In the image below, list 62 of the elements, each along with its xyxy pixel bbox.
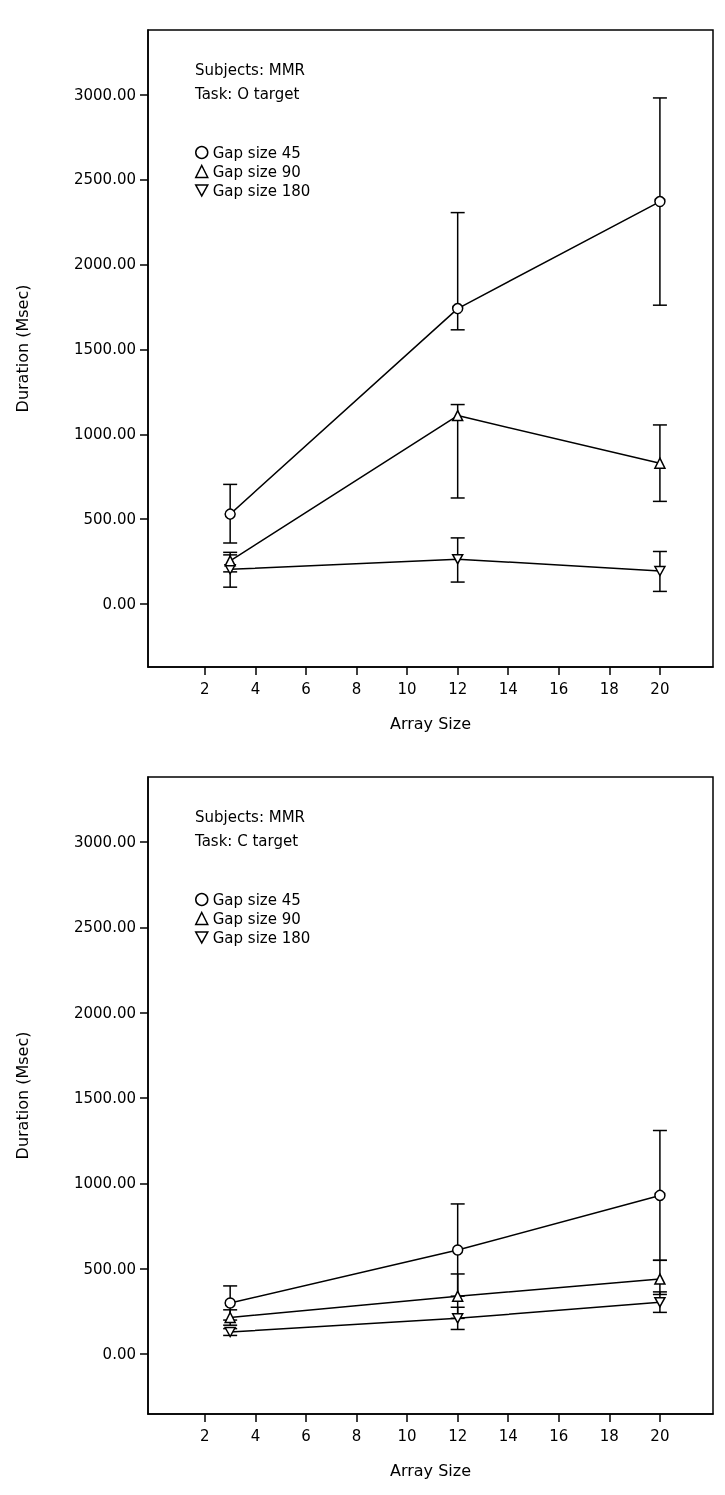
y-tick-label: 500.00 xyxy=(83,1259,136,1278)
x-axis-title: Array Size xyxy=(389,1460,472,1480)
point xyxy=(451,1244,464,1256)
point xyxy=(654,1189,666,1202)
x-tick-label: 8 xyxy=(351,1426,362,1445)
x-tick-label: 16 xyxy=(549,1426,569,1445)
legend-label: Gap size 90 xyxy=(212,909,301,928)
y-tick-label: 2500.00 xyxy=(73,918,136,937)
point xyxy=(654,195,666,208)
point xyxy=(451,302,464,315)
x-tick-label: 14 xyxy=(498,1426,518,1445)
x-tick-label: 12 xyxy=(448,1426,468,1445)
x-tick-label: 10 xyxy=(397,1426,417,1445)
x-tick-label: 16 xyxy=(549,679,569,698)
annotation: Task: C target xyxy=(194,831,299,850)
point xyxy=(654,565,666,577)
x-tick-label: 8 xyxy=(351,679,362,698)
x-tick-label: 2 xyxy=(200,679,210,698)
y-tick-label: 3000.00 xyxy=(73,832,136,851)
point xyxy=(224,555,236,567)
y-tick-label: 500.00 xyxy=(83,510,136,529)
point xyxy=(451,1313,464,1324)
y-tick-label: 0.00 xyxy=(102,595,136,614)
y-tick-label: 0.00 xyxy=(102,1345,136,1364)
annotation: Task: O target xyxy=(194,84,300,103)
y-tick-label: 1500.00 xyxy=(73,1089,136,1108)
x-tick-label: 18 xyxy=(599,1426,619,1445)
x-tick-label: 14 xyxy=(498,679,518,698)
y-tick-label: 1500.00 xyxy=(73,340,136,359)
x-tick-label: 2 xyxy=(200,1426,210,1445)
point xyxy=(451,409,464,422)
point xyxy=(224,508,236,520)
x-tick-label: 4 xyxy=(250,1426,261,1445)
x-tick-label: 6 xyxy=(301,679,311,698)
x-tick-label: 20 xyxy=(650,679,670,698)
legend-label: Gap size 180 xyxy=(212,181,311,200)
y-tick-label: 2000.00 xyxy=(73,1003,136,1022)
x-tick-label: 20 xyxy=(650,1426,670,1445)
point xyxy=(451,1290,464,1302)
x-tick-label: 10 xyxy=(397,679,417,698)
annotation: Subjects: MMR xyxy=(195,60,306,79)
point xyxy=(224,1297,236,1309)
point xyxy=(654,1273,666,1285)
x-axis-title: Array Size xyxy=(389,713,472,733)
legend-label: Gap size 90 xyxy=(212,162,301,181)
y-tick-label: 2000.00 xyxy=(73,255,136,274)
point xyxy=(451,553,464,565)
y-axis-title: Duration (Msec) xyxy=(12,284,32,413)
x-tick-label: 18 xyxy=(599,679,619,698)
point xyxy=(654,457,666,469)
legend-label: Gap size 180 xyxy=(212,928,311,947)
y-tick-label: 3000.00 xyxy=(73,85,136,104)
y-tick-label: 1000.00 xyxy=(73,425,136,444)
y-tick-label: 2500.00 xyxy=(73,170,136,189)
legend-label: Gap size 45 xyxy=(212,890,301,909)
y-tick-label: 1000.00 xyxy=(73,1174,136,1193)
annotation: Subjects: MMR xyxy=(195,807,306,826)
y-axis-title: Duration (Msec) xyxy=(12,1031,32,1160)
x-tick-label: 12 xyxy=(448,679,468,698)
legend-label: Gap size 45 xyxy=(212,143,301,162)
x-tick-label: 6 xyxy=(301,1426,311,1445)
x-tick-label: 4 xyxy=(250,679,261,698)
